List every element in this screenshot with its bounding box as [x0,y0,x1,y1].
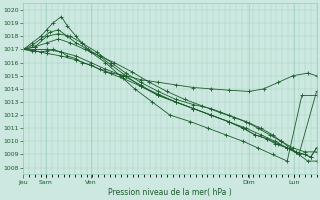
X-axis label: Pression niveau de la mer( hPa ): Pression niveau de la mer( hPa ) [108,188,232,197]
